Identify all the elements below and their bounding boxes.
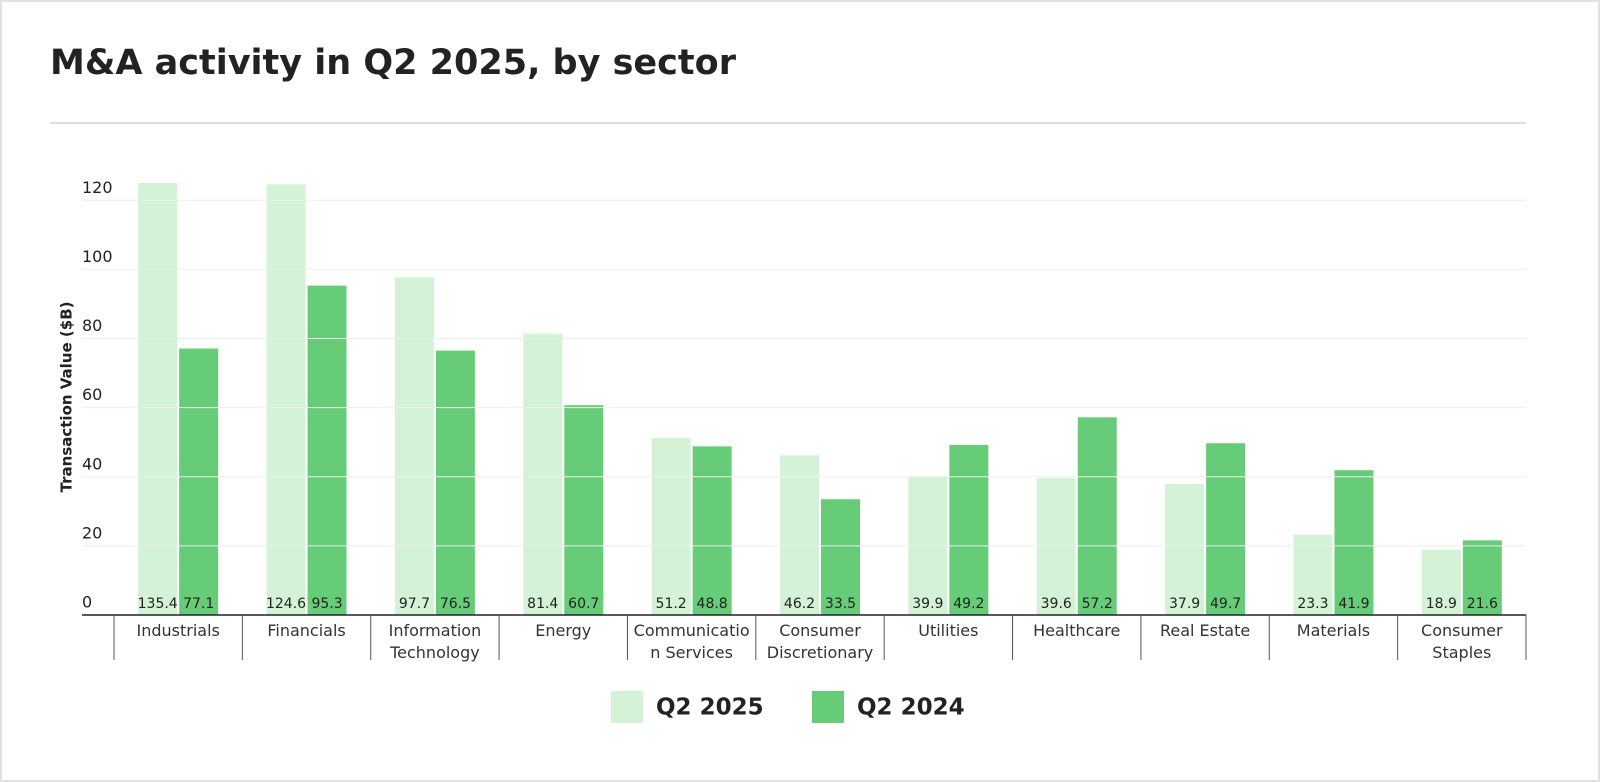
x-tick-label: Communication Services	[633, 621, 750, 662]
value-label: 60.7	[568, 596, 599, 612]
bar	[1293, 534, 1333, 615]
value-label: 81.4	[527, 596, 558, 612]
y-axis-label: Transaction Value ($B)	[58, 302, 76, 493]
value-label: 39.6	[1041, 596, 1072, 612]
bar	[821, 499, 860, 615]
bar	[1334, 470, 1374, 615]
x-tick-label: Utilities	[918, 621, 979, 640]
value-label: 33.5	[825, 596, 856, 612]
value-label: 77.1	[183, 596, 214, 612]
x-tick-label: Healthcare	[1033, 621, 1121, 640]
bar	[564, 405, 604, 615]
bar	[949, 444, 989, 615]
y-tick-label: 80	[82, 316, 102, 335]
bar	[651, 438, 691, 615]
bar	[307, 285, 347, 615]
legend-swatch	[812, 691, 844, 723]
bar	[1036, 478, 1076, 615]
value-label: 76.5	[440, 596, 471, 612]
legend-swatch	[611, 691, 643, 723]
bar	[1421, 549, 1461, 615]
value-label: 23.3	[1297, 596, 1328, 612]
legend-label: Q2 2025	[656, 695, 764, 721]
legend-label: Q2 2024	[857, 695, 965, 721]
bar	[1206, 443, 1246, 615]
x-tick-label: Information Technology	[388, 621, 482, 662]
value-label: 39.9	[912, 596, 943, 612]
value-label: 135.4	[138, 596, 178, 612]
value-label: 49.7	[1210, 596, 1241, 612]
value-label: 49.2	[953, 596, 984, 612]
x-tick-label: Consumer Discretionary	[766, 621, 874, 662]
value-label: 46.2	[784, 596, 815, 612]
bar	[780, 455, 819, 615]
x-tick-label: Financials	[267, 621, 346, 640]
chart-title: M&A activity in Q2 2025, by sector	[50, 43, 737, 83]
x-tick-label: Materials	[1296, 621, 1371, 640]
y-tick-label: 40	[82, 454, 102, 473]
bars	[138, 183, 1502, 615]
value-label: 124.6	[266, 596, 306, 612]
bar	[179, 348, 219, 615]
bar	[394, 277, 434, 615]
bar	[435, 350, 475, 615]
x-tick-label: Energy	[535, 621, 592, 640]
x-tick-label: Real Estate	[1159, 621, 1251, 640]
bar	[692, 446, 732, 615]
y-tick-label: 0	[82, 593, 92, 612]
y-tick-label: 120	[82, 178, 113, 197]
value-label: 21.6	[1467, 596, 1498, 612]
value-label: 95.3	[311, 596, 342, 612]
value-label: 97.7	[399, 596, 430, 612]
bar	[1462, 540, 1502, 615]
bar	[266, 184, 306, 615]
value-label: 37.9	[1169, 596, 1200, 612]
bar	[1077, 417, 1117, 615]
x-tick-label: Industrials	[136, 621, 220, 640]
bar	[1165, 484, 1205, 615]
x-tick-label: Consumer Staples	[1421, 621, 1503, 662]
value-label: 18.9	[1426, 596, 1457, 612]
bar	[138, 183, 178, 615]
value-label: 57.2	[1082, 596, 1113, 612]
value-label: 41.9	[1338, 596, 1369, 612]
value-label: 48.8	[697, 596, 728, 612]
y-tick-label: 20	[82, 523, 102, 542]
y-tick-label: 100	[82, 247, 113, 266]
bar	[523, 333, 563, 615]
value-label: 51.2	[656, 596, 687, 612]
y-tick-label: 60	[82, 385, 102, 404]
